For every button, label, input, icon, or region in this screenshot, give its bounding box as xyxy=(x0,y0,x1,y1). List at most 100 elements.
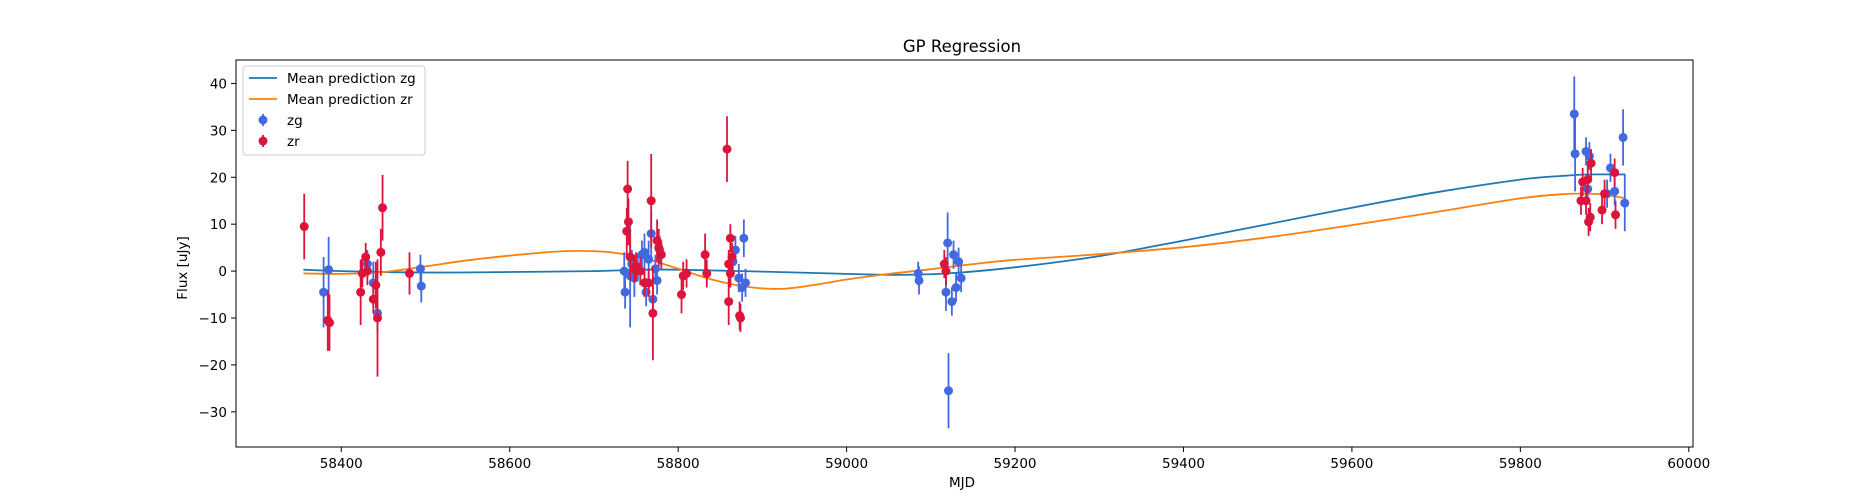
y-tick-label: 20 xyxy=(210,170,227,186)
data-point xyxy=(623,184,633,194)
x-tick-label: 58400 xyxy=(320,456,363,472)
plot-frame xyxy=(235,59,1694,448)
legend-label: Mean prediction zr xyxy=(287,92,413,108)
data-point xyxy=(404,268,414,278)
data-point xyxy=(1569,109,1579,119)
x-tick-label: 59600 xyxy=(1330,456,1373,472)
x-axis: 58400 58600 58800 59000 59200 59400 59600 59800… xyxy=(320,447,1710,472)
data-point xyxy=(739,233,749,243)
data-point xyxy=(1585,212,1595,222)
data-point xyxy=(727,252,737,262)
data-point xyxy=(734,273,744,283)
legend-label: Mean prediction zg xyxy=(287,71,416,87)
data-point xyxy=(724,297,734,307)
data-point xyxy=(324,318,334,328)
data-point xyxy=(646,196,656,206)
data-point xyxy=(956,273,966,283)
data-point xyxy=(639,247,649,257)
data-point xyxy=(656,250,666,260)
x-tick-label: 59200 xyxy=(994,456,1037,472)
data-point xyxy=(644,254,654,264)
data-point xyxy=(1618,132,1628,142)
y-tick-label: 30 xyxy=(210,123,227,139)
x-tick-label: 60000 xyxy=(1667,456,1710,472)
data-point xyxy=(735,313,745,323)
data-point xyxy=(362,266,372,276)
legend-label: zr xyxy=(287,134,300,150)
y-tick-label: 0 xyxy=(218,264,227,280)
data-point xyxy=(376,247,386,257)
data-point xyxy=(652,275,662,285)
data-point xyxy=(620,287,630,297)
mean-line-zr xyxy=(303,192,1626,290)
data-point xyxy=(356,287,366,297)
data-point xyxy=(741,278,751,288)
legend-label: zg xyxy=(287,113,303,129)
data-point xyxy=(1610,168,1620,178)
data-point xyxy=(648,308,658,318)
y-tick-label: −30 xyxy=(199,405,228,421)
data-point xyxy=(682,268,692,278)
data-point xyxy=(1570,149,1580,159)
legend-box xyxy=(242,65,426,156)
data-point xyxy=(730,245,740,255)
legend-marker-swatch xyxy=(258,136,268,146)
data-point xyxy=(623,217,633,227)
data-point xyxy=(943,238,953,248)
data-point xyxy=(324,265,334,275)
x-axis-label: MJD xyxy=(949,475,975,491)
data-point xyxy=(941,287,951,297)
series-zg xyxy=(319,76,1630,429)
data-point xyxy=(361,252,371,262)
data-point xyxy=(1583,175,1593,185)
data-point xyxy=(947,297,957,307)
data-point xyxy=(954,257,964,267)
data-point xyxy=(644,278,654,288)
legend-marker-swatch xyxy=(258,115,268,125)
data-point xyxy=(1620,198,1630,208)
y-tick-label: −10 xyxy=(199,311,228,327)
series-zr xyxy=(299,116,1621,377)
data-point xyxy=(625,252,635,262)
data-point xyxy=(1610,186,1620,196)
data-point xyxy=(415,264,425,274)
data-point xyxy=(372,313,382,323)
x-tick-label: 58800 xyxy=(657,456,700,472)
data-point xyxy=(700,250,710,260)
data-point xyxy=(702,268,712,278)
data-point xyxy=(1586,158,1596,168)
chart-title: GP Regression xyxy=(903,37,1021,56)
data-point xyxy=(416,281,426,291)
data-point xyxy=(951,283,961,293)
data-point xyxy=(914,275,924,285)
y-axis-label: Flux [uJy] xyxy=(175,236,191,299)
data-point xyxy=(1611,210,1621,220)
data-point xyxy=(319,287,329,297)
data-point xyxy=(722,144,732,154)
y-tick-label: −20 xyxy=(199,358,228,374)
data-point xyxy=(299,222,309,232)
plot-area xyxy=(235,59,1694,448)
x-tick-label: 59800 xyxy=(1499,456,1542,472)
data-point xyxy=(949,250,959,260)
data-point xyxy=(378,203,388,213)
y-axis: −30 −20 −10 0 10 20 30 40 xyxy=(199,76,236,421)
x-tick-label: 58600 xyxy=(488,456,531,472)
mean-line-zg xyxy=(303,173,1626,276)
data-point xyxy=(941,266,951,276)
x-tick-label: 59000 xyxy=(825,456,868,472)
data-point xyxy=(725,268,735,278)
data-point xyxy=(725,233,735,243)
data-point xyxy=(943,386,953,396)
prediction-lines xyxy=(303,173,1626,290)
y-tick-label: 10 xyxy=(210,217,227,233)
data-point xyxy=(635,266,645,276)
data-point xyxy=(1581,196,1591,206)
data-point xyxy=(1600,189,1610,199)
legend: Mean prediction zg Mean prediction zr zg zr xyxy=(242,65,426,156)
y-tick-label: 40 xyxy=(210,76,227,92)
x-tick-label: 59400 xyxy=(1162,456,1205,472)
data-point xyxy=(1597,205,1607,215)
data-point xyxy=(371,280,381,290)
